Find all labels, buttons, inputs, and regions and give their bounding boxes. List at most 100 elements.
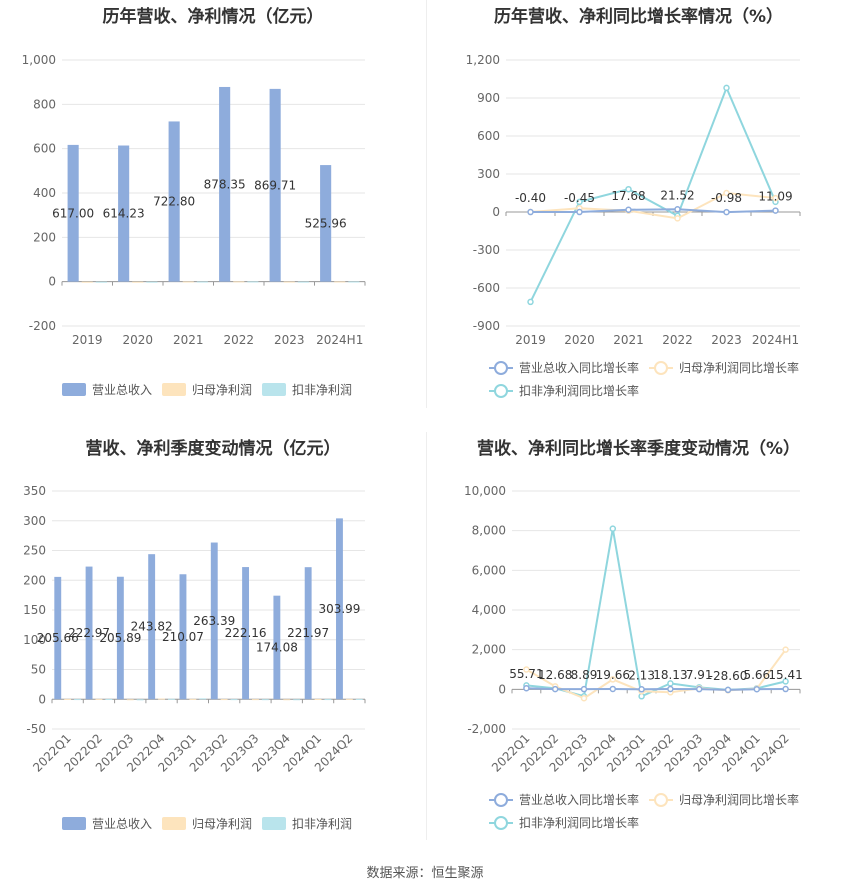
legend-item: 营业总收入	[62, 817, 152, 831]
legend-label: 归母净利润	[192, 817, 252, 831]
bar-net-profit	[283, 281, 295, 283]
data-label: 263.39	[193, 614, 235, 628]
legend-swatch	[162, 817, 186, 830]
bar-deducted-profit	[247, 281, 259, 283]
y-tick-label: 1,200	[466, 53, 500, 67]
bar-revenue	[320, 165, 332, 282]
data-point	[674, 206, 681, 213]
bar-deducted-profit	[95, 281, 107, 283]
data-point	[782, 685, 789, 693]
bar-revenue	[116, 576, 124, 700]
data-label: 210.07	[162, 630, 204, 644]
bar-deducted-profit	[355, 698, 363, 700]
data-label: -0.45	[564, 191, 595, 205]
bar-net-profit	[64, 698, 72, 700]
x-tick-label: 2024H1	[752, 333, 799, 347]
x-tick-label: 2020	[564, 333, 595, 347]
legend-item: 营业总收入同比增长率	[489, 792, 639, 807]
data-point	[625, 206, 632, 214]
y-tick-label: 600	[477, 129, 500, 143]
legend-swatch	[162, 383, 186, 396]
legend-swatch-marker	[494, 793, 508, 807]
data-point	[609, 676, 617, 683]
data-point	[576, 198, 583, 206]
bar-net-profit	[95, 698, 103, 700]
data-point	[523, 666, 530, 673]
data-label: 21.52	[660, 188, 694, 202]
data-label: 205.66	[37, 631, 79, 645]
y-tick-label: 0	[492, 205, 500, 219]
bar-revenue	[54, 576, 62, 700]
y-tick-label: 800	[33, 97, 56, 111]
x-tick-label: 2021	[173, 333, 204, 347]
panel-annual-amount: 历年营收、净利情况（亿元） -200 0 200 400 600 800 1,000 2019…	[0, 0, 426, 410]
data-point	[724, 686, 732, 694]
data-point	[580, 695, 588, 702]
legend-swatch	[62, 383, 86, 396]
data-point	[638, 686, 645, 693]
chart-title: 营收、净利同比增长率季度变动情况（%）	[476, 439, 801, 459]
x-tick-label: 2021	[613, 333, 644, 347]
y-tick-label: -2,000	[467, 722, 506, 736]
x-tick-label: 2019	[72, 333, 103, 347]
data-point	[695, 685, 703, 693]
y-tick-label: 200	[33, 230, 56, 244]
data-label: 243.82	[131, 620, 173, 634]
bar-revenue	[179, 574, 187, 700]
legend-swatch	[262, 383, 286, 396]
x-tick-label: 2024H1	[316, 333, 363, 347]
bar-net-profit	[334, 281, 346, 283]
legend-item: 归母净利润同比增长率	[649, 360, 799, 375]
bar-revenue	[118, 145, 130, 282]
data-label: 303.99	[318, 602, 360, 616]
data-point	[667, 685, 674, 693]
series-line-net-profit-growth	[530, 191, 776, 220]
x-tick-label: 2022	[662, 333, 693, 347]
data-point	[753, 685, 761, 693]
y-tick-label: 250	[23, 544, 46, 558]
legend-label: 扣非净利润同比增长率	[519, 815, 639, 830]
y-tick-label: 1,000	[22, 53, 56, 67]
data-label: 614.23	[103, 207, 145, 221]
y-tick-label: -50	[26, 722, 46, 736]
data-point	[723, 189, 730, 197]
data-point	[772, 194, 779, 202]
legend-label: 扣非净利润同比增长率	[519, 383, 639, 398]
y-tick-label: 4,000	[472, 603, 506, 617]
chart-title: 营收、净利季度变动情况（亿元）	[85, 439, 341, 459]
legend-label: 扣非净利润	[292, 383, 352, 397]
legend-swatch	[262, 817, 286, 830]
data-label: 525.96	[305, 216, 347, 230]
x-tick-label: 2023	[711, 333, 742, 347]
y-tick-label: 10,000	[464, 484, 506, 498]
y-tick-label: 300	[23, 514, 46, 528]
bar-deducted-profit	[136, 699, 144, 701]
bar-net-profit	[189, 698, 197, 700]
y-tick-label: 400	[33, 186, 56, 200]
bar-revenue	[67, 144, 79, 282]
data-point	[527, 208, 534, 216]
data-label: 5.66	[743, 668, 770, 682]
chart-annual-amount: -200 0 200 400 600 800 1,000 2019 2020 2021 2022 20…	[22, 53, 366, 397]
panel-quarter-growth: 营收、净利同比增长率季度变动情况（%） -2,000 0 2,000 4,000 6,0…	[427, 432, 850, 852]
y-tick-label: 0	[498, 682, 506, 696]
bar-deducted-profit	[167, 698, 175, 700]
data-label: 12.68	[538, 668, 572, 682]
y-tick-label: 2,000	[472, 643, 506, 657]
data-label: 19.66	[596, 668, 630, 682]
bar-net-profit	[283, 699, 291, 701]
y-tick-label: 8,000	[472, 524, 506, 538]
data-point	[609, 685, 617, 693]
bar-revenue	[304, 567, 312, 700]
legend-label: 扣非净利润	[292, 817, 352, 831]
bar-deducted-profit	[74, 699, 81, 701]
legend-item: 扣非净利润	[262, 817, 352, 831]
legend-label: 营业总收入	[92, 817, 152, 831]
x-tick-label: 2019	[515, 333, 546, 347]
chart-title: 历年营收、净利情况（亿元）	[102, 7, 324, 27]
y-tick-label: 600	[33, 142, 56, 156]
data-label: 2.13	[628, 668, 655, 682]
bar-net-profit	[126, 699, 134, 701]
bar-revenue	[168, 121, 180, 282]
data-label: 221.97	[287, 626, 329, 640]
